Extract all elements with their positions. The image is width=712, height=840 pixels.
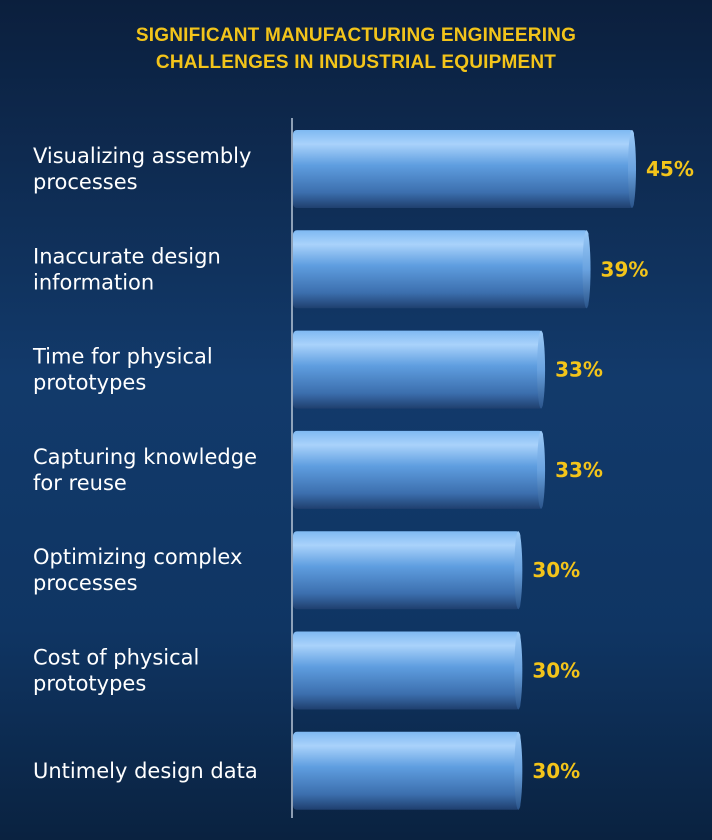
value-label-3: 33% <box>555 458 603 482</box>
bar-cap-1 <box>582 230 591 309</box>
bar-cap-2 <box>537 330 546 409</box>
value-label-0: 45% <box>646 157 694 181</box>
category-label-5-line-0: Cost of physical <box>33 646 199 670</box>
chart-title-line-2: CHALLENGES IN INDUSTRIAL EQUIPMENT <box>155 52 557 73</box>
value-label-1: 39% <box>601 257 649 281</box>
bar-4 <box>293 531 521 610</box>
category-label-0-line-0: Visualizing assembly <box>33 144 251 168</box>
category-label-6-line-0: Untimely design data <box>33 759 258 783</box>
bars-group: 45%Visualizing assemblyprocesses39%Inacc… <box>32 130 694 810</box>
category-label-3-line-0: Capturing knowledge <box>33 445 257 469</box>
category-label-2-line-0: Time for physical <box>32 345 213 369</box>
category-label-0-line-1: processes <box>33 170 138 194</box>
value-label-6: 30% <box>532 759 580 783</box>
value-label-4: 30% <box>532 558 580 582</box>
category-label-1-line-0: Inaccurate design <box>33 244 221 268</box>
value-label-2: 33% <box>555 358 603 382</box>
category-label-4-line-1: processes <box>33 571 138 595</box>
bar-2 <box>293 330 544 409</box>
bar-cap-4 <box>514 531 523 610</box>
bar-cap-6 <box>514 731 523 810</box>
bar-cap-3 <box>537 430 546 509</box>
bar-6 <box>293 731 521 810</box>
chart-title: SIGNIFICANT MANUFACTURING ENGINEERING CH… <box>0 22 712 76</box>
bar-1 <box>293 230 589 309</box>
category-label-1-line-1: information <box>33 270 154 294</box>
chart-title-line-1: SIGNIFICANT MANUFACTURING ENGINEERING <box>135 25 577 46</box>
bar-cap-0 <box>628 130 636 208</box>
bar-cap-5 <box>514 631 523 710</box>
bar-3 <box>293 430 544 509</box>
category-label-4-line-0: Optimizing complex <box>33 545 242 569</box>
bar-0 <box>293 130 634 208</box>
bar-5 <box>293 631 521 710</box>
category-label-2-line-1: prototypes <box>33 371 146 395</box>
category-label-3-line-1: for reuse <box>33 471 127 495</box>
category-label-5-line-1: prototypes <box>33 672 146 696</box>
value-label-5: 30% <box>532 659 580 683</box>
